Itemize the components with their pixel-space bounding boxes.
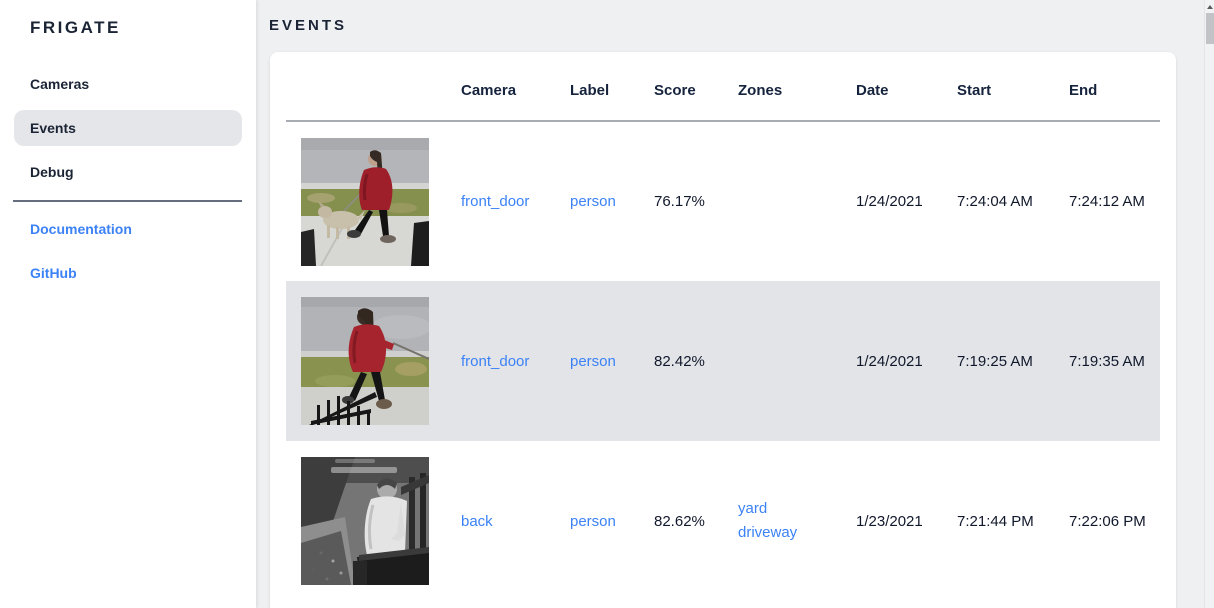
column-header-start: Start [942, 52, 1054, 122]
camera-link[interactable]: back [461, 512, 493, 530]
sidebar-links: Documentation GitHub [0, 211, 256, 291]
score-value: 76.17% [654, 193, 705, 210]
camera-link[interactable]: front_door [461, 352, 530, 370]
label-link[interactable]: person [570, 352, 616, 370]
app-logo: FRIGATE [30, 18, 121, 37]
scrollbar-up-button[interactable] [1205, 0, 1214, 12]
sidebar-nav: Cameras Events Debug [0, 66, 256, 190]
score-value: 82.42% [654, 352, 705, 370]
date-value: 1/23/2021 [856, 512, 923, 530]
date-value: 1/24/2021 [856, 193, 923, 210]
sidebar-item-events[interactable]: Events [14, 110, 242, 146]
events-table: Camera Label Score Zones Date Start End [286, 52, 1160, 601]
event-thumbnail[interactable] [301, 457, 429, 585]
events-card: Camera Label Score Zones Date Start End [270, 52, 1176, 608]
scrollbar-thumb[interactable] [1206, 13, 1214, 44]
page-title: EVENTS [269, 17, 348, 34]
event-row[interactable]: front_door person 82.42% 1/24/2021 7:19:… [286, 281, 1160, 441]
end-time-value: 7:19:35 AM [1069, 352, 1145, 370]
page-scrollbar[interactable] [1204, 0, 1214, 608]
zones-cell [723, 121, 841, 281]
zone-link[interactable]: yard [738, 500, 768, 517]
end-time-value: 7:22:06 PM [1069, 512, 1146, 530]
start-time-value: 7:24:04 AM [957, 193, 1033, 210]
column-header-camera: Camera [446, 52, 555, 122]
table-header-row: Camera Label Score Zones Date Start End [286, 52, 1160, 122]
camera-link[interactable]: front_door [461, 193, 530, 210]
start-time-value: 7:19:25 AM [957, 352, 1033, 370]
zones-cell [723, 281, 841, 441]
zone-link[interactable]: driveway [738, 524, 798, 541]
event-thumbnail[interactable] [301, 297, 429, 425]
end-time-value: 7:24:12 AM [1069, 193, 1145, 210]
sidebar-item-debug[interactable]: Debug [14, 154, 242, 190]
event-row[interactable]: front_door person 76.17% 1/24/2021 7:24:… [286, 121, 1160, 281]
column-header-thumbnail [286, 52, 446, 122]
label-link[interactable]: person [570, 193, 616, 210]
sidebar: FRIGATE Cameras Events Debug Documentati… [0, 0, 256, 608]
sidebar-item-label: Events [30, 120, 76, 136]
date-value: 1/24/2021 [856, 352, 923, 370]
column-header-label: Label [555, 52, 639, 122]
sidebar-item-label: Cameras [30, 76, 90, 92]
event-row[interactable]: back person 82.62% yard driveway 1/23/20… [286, 441, 1160, 601]
sidebar-divider [13, 200, 242, 202]
column-header-score: Score [639, 52, 723, 122]
column-header-zones: Zones [723, 52, 841, 122]
sidebar-item-label: Debug [30, 164, 74, 180]
sidebar-link-documentation[interactable]: Documentation [30, 221, 132, 237]
start-time-value: 7:21:44 PM [957, 512, 1034, 530]
column-header-end: End [1054, 52, 1160, 122]
event-thumbnail[interactable] [301, 137, 429, 266]
zones-cell: yard driveway [723, 441, 841, 601]
score-value: 82.62% [654, 512, 705, 530]
chevron-up-icon [1206, 5, 1213, 9]
column-header-date: Date [841, 52, 942, 122]
sidebar-item-cameras[interactable]: Cameras [14, 66, 242, 102]
label-link[interactable]: person [570, 512, 616, 530]
sidebar-link-github[interactable]: GitHub [30, 265, 77, 281]
